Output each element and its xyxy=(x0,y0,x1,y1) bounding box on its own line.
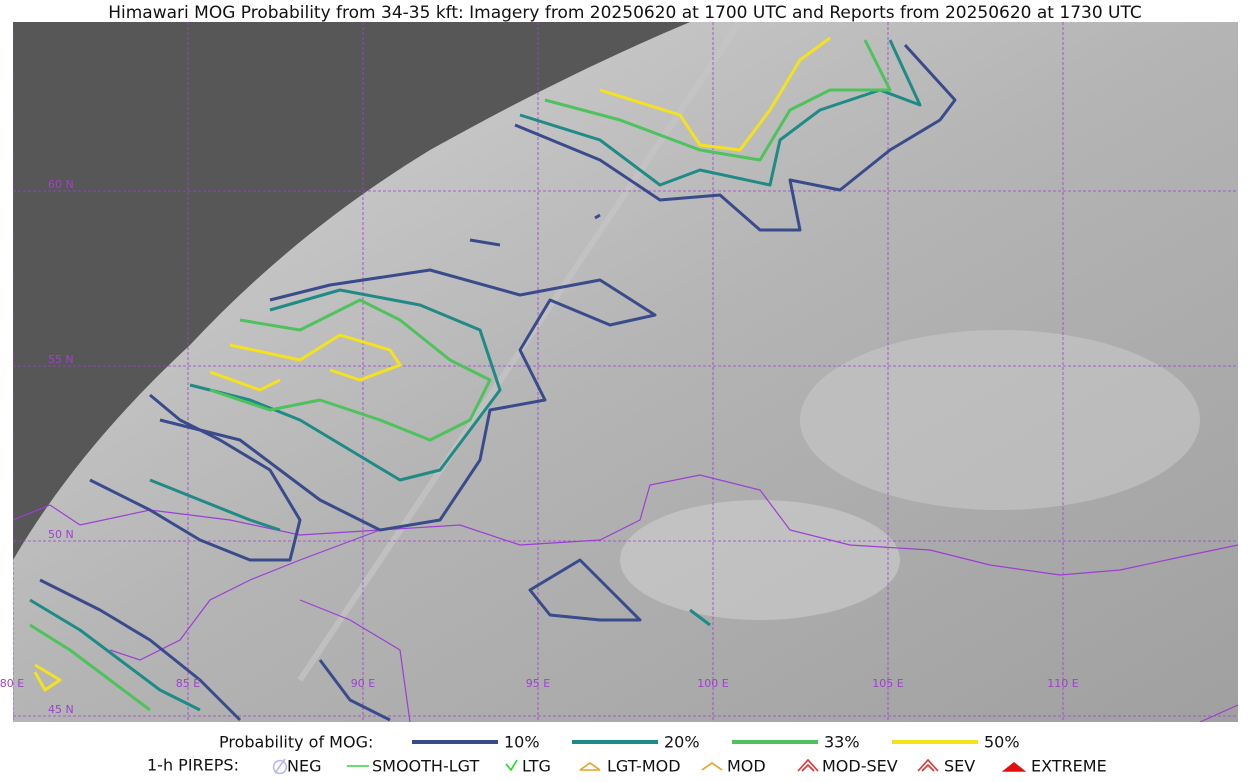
mog-contour xyxy=(209,333,402,392)
pirep-title: 1-h PIREPS: xyxy=(147,756,239,775)
longitude-label: 95 E xyxy=(526,677,550,690)
longitude-label: 85 E xyxy=(176,677,200,690)
title: Himawari MOG Probability from 34-35 kft:… xyxy=(108,3,1142,23)
cloud xyxy=(620,500,900,620)
pirep-icon xyxy=(505,759,518,772)
mog-contour xyxy=(209,298,492,442)
border xyxy=(109,529,1238,722)
longitude-label: 90 E xyxy=(351,677,375,690)
pirep-label: LTG xyxy=(522,757,551,776)
pirep-icon xyxy=(272,758,288,775)
mog-contour xyxy=(189,288,502,482)
border xyxy=(13,474,1238,576)
pirep-label: LGT-MOD xyxy=(607,757,681,776)
pirep-icon xyxy=(1001,761,1027,772)
legend: Probability of MOG: 10% 20% 33% 50% 1-h PIREP… xyxy=(147,733,1107,776)
mog-contour xyxy=(29,623,151,712)
legend-label: 20% xyxy=(664,733,700,752)
map xyxy=(13,22,1238,722)
mog-contour xyxy=(544,39,892,162)
pirep-icon xyxy=(917,758,939,772)
pirep-icon xyxy=(579,762,601,771)
space-area xyxy=(13,22,690,560)
mog-contour xyxy=(519,39,922,187)
legend-title: Probability of MOG: xyxy=(219,733,373,752)
pirep-label: SMOOTH-LGT xyxy=(372,757,479,776)
pirep-label: SEV xyxy=(944,757,975,776)
pirep-icon xyxy=(701,762,723,771)
latitude-label: 50 N xyxy=(48,528,74,541)
longitude-label: 110 E xyxy=(1047,677,1078,690)
cloud xyxy=(800,330,1200,510)
legend-label: 50% xyxy=(984,733,1020,752)
pirep-label: MOD-SEV xyxy=(822,757,898,776)
pirep-icon xyxy=(797,758,819,772)
latitude-label: 60 N xyxy=(48,178,74,191)
mog-contour xyxy=(469,43,957,247)
longitude-label: 100 E xyxy=(697,677,728,690)
legend-label: 33% xyxy=(824,733,860,752)
pirep-label: NEG xyxy=(287,757,321,776)
grid-labels: 80 E 85 E 90 E 95 E 100 E 105 E 110 E 45 N 50 N 5… xyxy=(0,178,1079,716)
graticule xyxy=(13,22,1238,722)
mog-contour xyxy=(33,663,62,692)
longitude-label: 105 E xyxy=(872,677,903,690)
mog-contour xyxy=(29,478,711,712)
mog-contour xyxy=(599,36,831,152)
pirep-label: EXTREME xyxy=(1031,757,1107,776)
latitude-label: 45 N xyxy=(48,703,74,716)
mog-contour xyxy=(39,393,642,722)
pirep-label: MOD xyxy=(727,757,766,776)
longitude-label: 80 E xyxy=(0,677,24,690)
mog-contour xyxy=(159,268,657,532)
latitude-label: 55 N xyxy=(48,353,74,366)
legend-label: 10% xyxy=(504,733,540,752)
contours xyxy=(29,36,957,722)
